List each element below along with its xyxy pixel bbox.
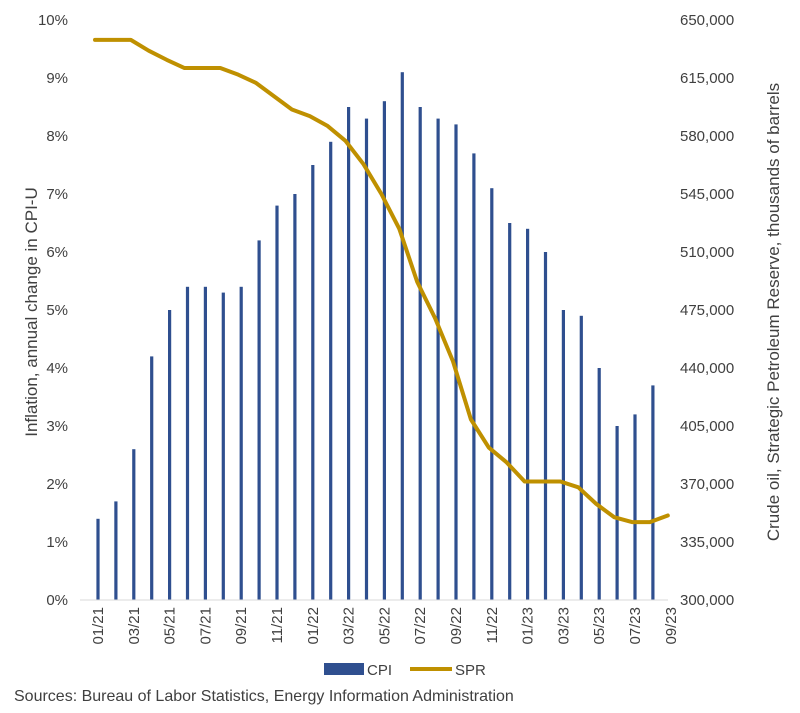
- cpi-bar: [436, 118, 440, 600]
- cpi-bar: [400, 72, 404, 600]
- x-tick-label: 07/21: [197, 607, 214, 645]
- x-tick-label: 11/21: [269, 607, 286, 643]
- x-tick-label: 09/22: [448, 607, 465, 645]
- cpi-bar: [293, 194, 297, 600]
- y-right-tick-label: 475,000: [680, 302, 734, 319]
- cpi-bar: [561, 310, 565, 600]
- y-axis-left-title: Inflation, annual change in CPI-U: [22, 187, 41, 437]
- x-tick-label: 01/22: [305, 607, 322, 645]
- y-right-tick-label: 615,000: [680, 70, 734, 87]
- x-tick-label: 09/23: [663, 607, 680, 645]
- cpi-bar: [490, 188, 494, 600]
- cpi-bar: [311, 165, 315, 600]
- x-tick-label: 01/21: [90, 607, 107, 645]
- cpi-bar: [454, 124, 458, 601]
- cpi-bar: [221, 292, 225, 600]
- cpi-bar: [347, 107, 351, 600]
- cpi-bar: [114, 501, 118, 600]
- y-left-tick-label: 8%: [46, 128, 68, 145]
- source-note: Sources: Bureau of Labor Statistics, Ene…: [14, 688, 514, 705]
- y-right-tick-label: 545,000: [680, 186, 734, 203]
- x-tick-label: 09/21: [233, 607, 250, 645]
- cpi-bar: [651, 385, 655, 600]
- cpi-bar: [96, 518, 100, 600]
- cpi-bar: [382, 101, 386, 600]
- y-right-tick-label: 440,000: [680, 360, 734, 377]
- y-left-tick-label: 2%: [46, 476, 68, 493]
- legend: CPI SPR: [324, 662, 486, 679]
- cpi-bar: [364, 118, 369, 600]
- x-tick-label: 05/22: [376, 607, 393, 645]
- cpi-bar: [329, 141, 333, 601]
- x-tick-label: 03/23: [555, 607, 572, 645]
- x-tick-label: 03/21: [126, 607, 143, 645]
- y-right-tick-label: 510,000: [680, 244, 734, 261]
- x-tick-label: 07/23: [627, 607, 644, 645]
- cpi-bar: [508, 223, 512, 600]
- cpi-bar: [203, 286, 207, 600]
- cpi-bar: [132, 449, 136, 600]
- y-left-tick-label: 5%: [46, 302, 68, 319]
- cpi-bar: [579, 315, 583, 600]
- cpi-bar: [472, 153, 476, 600]
- x-tick-label: 05/23: [591, 607, 608, 645]
- cpi-bar: [150, 356, 154, 600]
- y-left-tick-label: 7%: [46, 186, 68, 203]
- cpi-bars: [96, 72, 655, 601]
- y-right-tick-label: 335,000: [680, 534, 734, 551]
- x-tick-label: 01/23: [520, 607, 537, 645]
- cpi-bar: [239, 286, 243, 600]
- y-left-tick-label: 10%: [38, 12, 68, 29]
- y-right-tick-label: 405,000: [680, 418, 734, 435]
- cpi-bar: [418, 107, 422, 600]
- y-axis-right-ticks: 300,000 335,000 370,000 405,000 440,000 475,0…: [680, 12, 734, 609]
- x-tick-label: 05/21: [162, 607, 179, 645]
- x-tick-label: 11/22: [484, 607, 501, 643]
- x-tick-label: 07/22: [412, 607, 429, 645]
- y-left-tick-label: 0%: [46, 592, 68, 609]
- cpi-bar: [275, 205, 279, 600]
- cpi-bar: [615, 426, 619, 600]
- x-axis-ticks: 01/21 03/21 05/21 07/21 09/21 11/21 01/22 03/22…: [90, 607, 680, 645]
- y-left-tick-label: 9%: [46, 70, 68, 87]
- cpi-bar: [257, 240, 261, 600]
- y-left-tick-label: 4%: [46, 360, 68, 377]
- y-left-tick-label: 3%: [46, 418, 68, 435]
- cpi-bar: [543, 252, 548, 600]
- cpi-bar: [168, 310, 172, 600]
- cpi-bar: [597, 368, 601, 600]
- y-axis-left-ticks: 0% 1% 2% 3% 4% 5% 6% 7% 8% 9% 10%: [38, 12, 68, 609]
- legend-cpi-swatch: [324, 663, 364, 675]
- cpi-bar: [526, 228, 530, 601]
- y-left-tick-label: 6%: [46, 244, 68, 261]
- y-right-tick-label: 370,000: [680, 476, 734, 493]
- legend-spr-label: SPR: [455, 662, 486, 679]
- y-right-tick-label: 580,000: [680, 128, 734, 145]
- y-right-tick-label: 650,000: [680, 12, 734, 29]
- y-left-tick-label: 1%: [46, 534, 68, 551]
- y-axis-right-title: Crude oil, Strategic Petroleum Reserve, …: [764, 83, 783, 541]
- legend-cpi-label: CPI: [367, 662, 392, 679]
- cpi-bar: [633, 414, 637, 600]
- cpi-bar: [185, 286, 190, 600]
- spr-line: [93, 37, 670, 525]
- y-right-tick-label: 300,000: [680, 592, 734, 609]
- x-tick-label: 03/22: [341, 607, 358, 645]
